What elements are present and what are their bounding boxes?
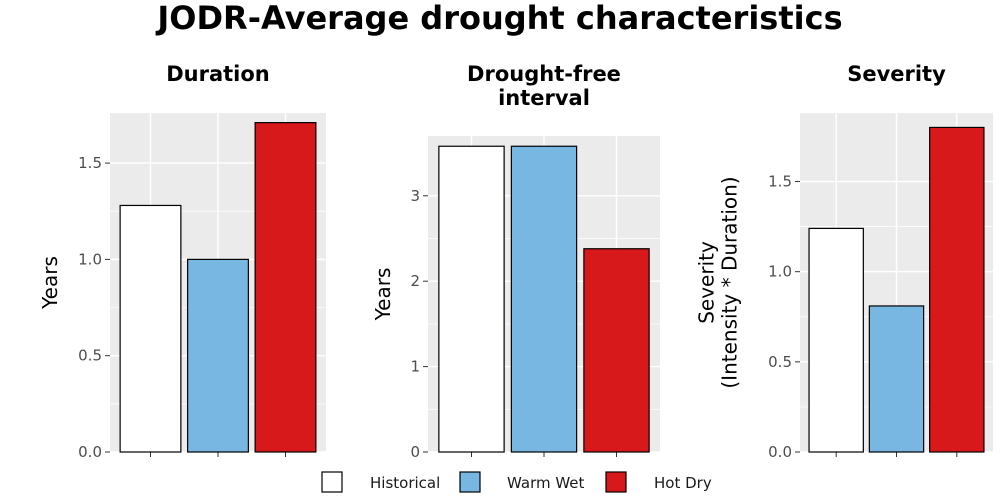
main-title: JODR-Average drought characteristics [155, 0, 842, 37]
y-tick-label: 0.5 [78, 347, 102, 365]
y-tick-label: 0.5 [768, 353, 792, 371]
bar-historical [119, 204, 182, 453]
legend-swatch [321, 471, 343, 493]
bar-hot-dry [929, 126, 985, 453]
bar-warm-wet [187, 258, 249, 453]
panel-2: 0 1 2 3 Drought-free interval Years [371, 62, 660, 461]
y-tick-label: 1.5 [78, 154, 102, 172]
y-tick-label: 1.0 [768, 263, 792, 281]
legend-label: Warm Wet [507, 474, 585, 492]
bar-warm-wet [868, 305, 925, 453]
bar-historical [808, 227, 864, 453]
legend-item-warm-wet: Warm Wet [459, 471, 585, 493]
legend-swatch [605, 471, 627, 493]
legend-label: Hot Dry [654, 474, 712, 492]
panel-title-line: Duration [166, 62, 270, 86]
panel-title-line: Severity [847, 62, 946, 86]
panels: 0.0 0.5 1.0 1.5 Duration Years 0 1 2 3 Drought-fre… [38, 62, 993, 461]
panel-title: Duration [166, 62, 270, 86]
panel-title-line: Drought-free [467, 62, 621, 86]
legend-swatch [459, 471, 481, 493]
panel-1: 0.0 0.5 1.0 1.5 Duration Years [38, 62, 326, 461]
y-tick-label: 0 [410, 443, 420, 461]
y-tick-label: 0.0 [78, 443, 102, 461]
y-axis-label-line: (Intensity * Duration) [718, 176, 742, 388]
bar-warm-wet [510, 145, 578, 453]
y-axis-label-line: Years [371, 268, 395, 322]
legend: Historical Warm Wet Hot Dry [321, 471, 712, 493]
panel-title: Drought-free interval [467, 62, 621, 110]
panel-title-line: interval [498, 86, 590, 110]
y-tick-label: 1.0 [78, 250, 102, 268]
y-axis-label: Years [38, 256, 62, 310]
panel-title: Severity [847, 62, 946, 86]
y-tick-label: 1 [410, 358, 420, 376]
y-tick-label: 0.0 [768, 443, 792, 461]
bar-hot-dry [583, 248, 650, 453]
legend-label: Historical [370, 474, 440, 492]
legend-item-historical: Historical [321, 471, 440, 493]
y-axis-label-line: Severity [695, 241, 719, 324]
y-axis-label: Severity(Intensity * Duration) [695, 176, 742, 388]
bar-hot-dry [254, 122, 317, 453]
y-tick-label: 1.5 [768, 173, 792, 191]
y-tick-label: 2 [410, 272, 420, 290]
y-axis-label: Years [371, 268, 395, 322]
bar-historical [438, 145, 505, 453]
y-tick-label: 3 [410, 187, 420, 205]
y-axis-label-line: Years [38, 256, 62, 310]
legend-item-hot-dry: Hot Dry [605, 471, 712, 493]
